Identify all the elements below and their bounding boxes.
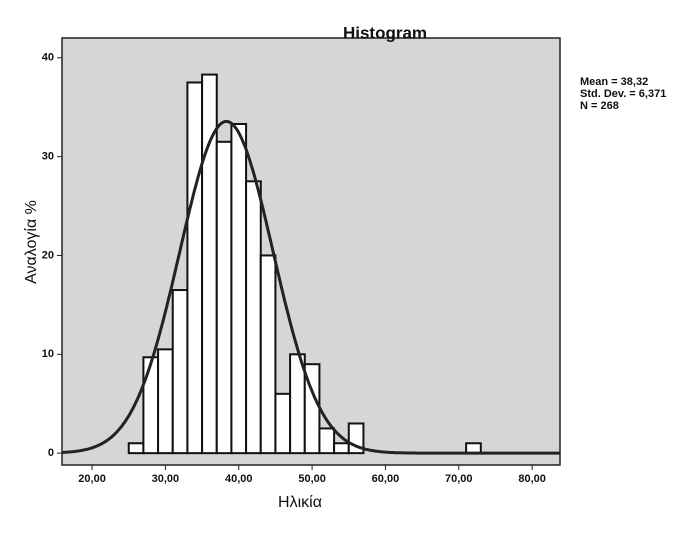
bar [186,81,204,455]
bar [274,392,292,455]
bar [127,442,145,455]
chart-title: Histogram [343,23,427,42]
x-axis-label: Ηλικία [278,494,322,511]
y-tick-label: 0 [48,447,54,459]
stat-label: Std. Dev. = 6,371 [580,88,666,100]
bar [157,348,174,455]
bar [259,254,277,455]
y-tick-label: 40 [42,52,54,64]
x-tick-label: 20,00 [78,473,106,485]
bar [318,427,336,455]
x-tick-label: 60,00 [372,473,400,485]
stat-label: Mean = 38,32 [580,76,648,88]
normal-curve [61,119,560,455]
x-tick-label: 70,00 [445,473,473,485]
bar [245,180,262,455]
y-tick-label: 20 [42,249,54,261]
x-tick-label: 40,00 [225,473,253,485]
x-tick-label: 30,00 [152,473,180,485]
y-axis-label: Αναλογία % [23,200,40,284]
y-tick-label: 10 [42,348,54,360]
stat-label: N = 268 [580,100,619,112]
x-tick-label: 80,00 [518,473,546,485]
y-tick-label: 30 [42,151,54,163]
bar [230,122,248,455]
bar [333,442,350,455]
bar [142,356,160,455]
bar [171,289,189,455]
x-tick-label: 50,00 [298,473,326,485]
bar [215,140,233,455]
